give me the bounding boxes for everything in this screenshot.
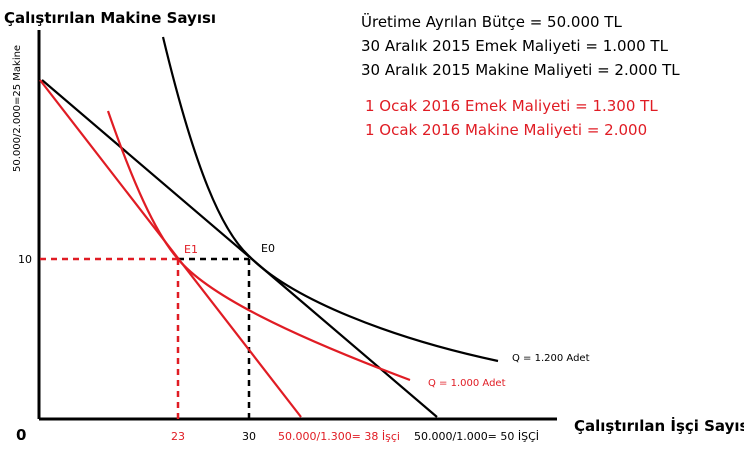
info-machine-cost-2016: 1 Ocak 2016 Makine Maliyeti = 2.000 bbox=[365, 121, 647, 139]
origin-label: 0 bbox=[16, 426, 26, 444]
x-intercept-label-black: 50.000/1.000= 50 İŞÇİ bbox=[414, 430, 539, 443]
point-label-e0: E0 bbox=[261, 242, 275, 255]
isoquant-1200-curve bbox=[161, 36, 499, 363]
isoquant-1200-label: Q = 1.200 Adet bbox=[512, 353, 590, 364]
x-intercept-label-red: 50.000/1.300= 38 İşçi bbox=[278, 430, 400, 443]
info-labor-cost-2016: 1 Ocak 2016 Emek Maliyeti = 1.300 TL bbox=[365, 97, 658, 115]
x-axis-title: Çalıştırılan İşçi Sayısı bbox=[574, 416, 744, 435]
point-label-e1: E1 bbox=[184, 243, 198, 256]
isoquant-1000-label: Q = 1.000 Adet bbox=[428, 378, 506, 389]
y-axis-title: Çalıştırılan Makine Sayısı bbox=[4, 9, 216, 27]
x-tick-label-30: 30 bbox=[242, 430, 256, 443]
isoquant-1000-curve bbox=[106, 110, 411, 382]
isocost-line-black bbox=[41, 79, 438, 418]
y-intercept-label: 50.000/2.000=25 Makine bbox=[12, 45, 23, 172]
x-tick-label-23: 23 bbox=[171, 430, 185, 443]
info-machine-cost-2015: 30 Aralık 2015 Makine Maliyeti = 2.000 T… bbox=[361, 61, 680, 79]
info-labor-cost-2015: 30 Aralık 2015 Emek Maliyeti = 1.000 TL bbox=[361, 37, 669, 55]
info-budget: Üretime Ayrılan Bütçe = 50.000 TL bbox=[361, 12, 622, 31]
y-tick-label-10: 10 bbox=[18, 253, 32, 266]
